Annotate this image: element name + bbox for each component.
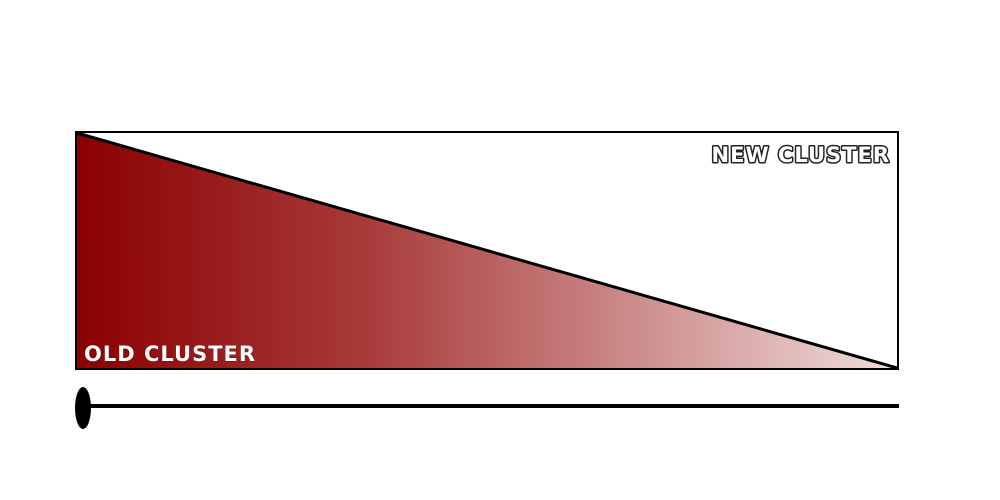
new-cluster-label: NEW CLUSTER [712,143,890,167]
cluster-boundary-line [76,131,898,370]
timeline-start-marker [75,387,91,429]
old-cluster-label: OLD CLUSTER [84,342,256,366]
